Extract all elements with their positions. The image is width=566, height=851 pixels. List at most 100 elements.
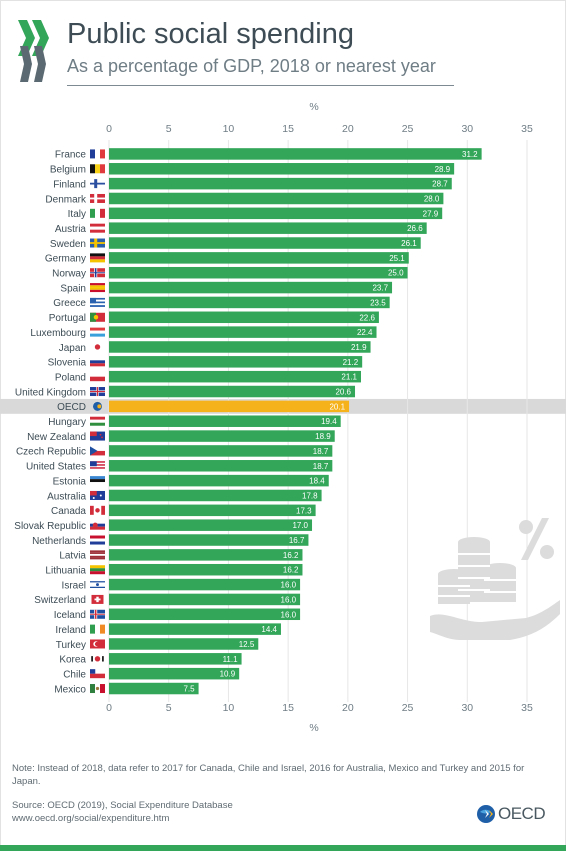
belgium-flag-icon (90, 164, 105, 174)
poland-flag-icon (90, 372, 105, 382)
category-label: Israel (62, 580, 86, 591)
x-tick-label-top: 25 (402, 123, 414, 135)
bar-value-label: 17.0 (292, 521, 308, 530)
footnote: Note: Instead of 2018, data refer to 201… (12, 763, 525, 787)
austria-flag-icon (90, 223, 105, 233)
bar-value-label: 28.7 (432, 180, 448, 189)
x-tick-label-top: 30 (461, 123, 473, 135)
bar (109, 222, 427, 234)
category-label: Iceland (54, 610, 86, 621)
spain-flag-icon (90, 283, 105, 293)
bar (109, 534, 309, 546)
france-flag-icon (90, 149, 105, 159)
bar (109, 445, 333, 457)
x-tick-label-top: 0 (106, 123, 112, 135)
bar-value-label: 16.0 (281, 610, 297, 619)
bar-value-label: 27.9 (423, 209, 439, 218)
bar (109, 207, 443, 220)
category-label: Portugal (49, 313, 86, 324)
oecd-logo-text: OECD (498, 804, 546, 823)
category-label: France (55, 150, 87, 161)
bar-value-label: 21.9 (351, 343, 367, 352)
bar (109, 593, 301, 606)
bar (109, 430, 335, 442)
bar (109, 311, 379, 324)
x-tick-label-top: 35 (521, 123, 533, 135)
bar-value-label: 26.1 (401, 239, 417, 248)
bar (109, 356, 363, 368)
bar-value-label: 18.4 (309, 477, 325, 486)
category-label: Norway (52, 269, 86, 280)
new-zealand-flag-icon (90, 431, 105, 441)
greece-flag-icon (90, 297, 105, 307)
oecd-globe-logo-icon (477, 805, 495, 823)
source-link[interactable]: www.oecd.org/social/expenditure.htm (12, 812, 170, 824)
category-label: Japan (59, 343, 86, 354)
bar-value-label: 17.3 (296, 506, 312, 515)
x-tick-label-bottom: 10 (223, 702, 235, 714)
bar (109, 474, 329, 487)
page-title: Public social spending (67, 18, 354, 50)
mexico-flag-icon (90, 684, 105, 694)
switzerland-flag-icon (91, 594, 104, 604)
israel-flag-icon (90, 580, 105, 590)
bar (109, 341, 371, 353)
category-label: Germany (45, 254, 86, 265)
bar (109, 252, 409, 264)
chile-flag-icon (90, 669, 105, 679)
category-label: Lithuania (45, 566, 86, 577)
bar-value-label: 16.2 (283, 551, 299, 560)
category-label: Italy (68, 209, 86, 220)
bar (109, 370, 361, 383)
category-label: United Kingdom (15, 387, 86, 398)
bar (109, 638, 259, 650)
bar-value-label: 16.0 (281, 595, 297, 604)
bar-value-label: 19.4 (321, 417, 337, 426)
italy-flag-icon (90, 208, 105, 218)
bar-value-label: 22.4 (357, 328, 373, 337)
category-label: Slovak Republic (14, 521, 86, 532)
category-label: New Zealand (27, 432, 86, 443)
bar (109, 460, 333, 472)
luxembourg-flag-icon (90, 327, 105, 337)
bar (109, 415, 341, 427)
category-label: Switzerland (34, 595, 86, 606)
ireland-flag-icon (90, 624, 105, 634)
x-tick-label-bottom: 30 (461, 702, 473, 714)
estonia-flag-icon (90, 476, 105, 486)
bar-value-label: 25.1 (389, 254, 405, 263)
category-label: Chile (63, 669, 86, 680)
bar (109, 148, 482, 160)
bar-value-label: 14.4 (261, 625, 277, 634)
bar (109, 549, 303, 561)
category-label: Latvia (59, 551, 86, 562)
x-tick-label-bottom: 15 (282, 702, 294, 714)
germany-flag-icon (90, 253, 105, 263)
source-block: Source: OECD (2019), Social Expenditure … (12, 800, 233, 825)
bar-value-label: 16.2 (283, 566, 299, 575)
x-tick-label-bottom: 35 (521, 702, 533, 714)
bar (109, 653, 242, 665)
category-label: Netherlands (32, 536, 86, 547)
netherlands-flag-icon (90, 535, 105, 545)
bar-value-label: 16.7 (289, 536, 305, 545)
lithuania-flag-icon (90, 565, 105, 575)
bar (109, 578, 301, 591)
bar (109, 489, 322, 502)
bar-value-label: 31.2 (462, 150, 478, 159)
x-tick-label-bottom: 20 (342, 702, 354, 714)
bar-value-label: 21.2 (343, 358, 359, 367)
category-label: Austria (55, 224, 87, 235)
bar (109, 667, 240, 680)
bar-value-label: 7.5 (183, 685, 195, 694)
hungary-flag-icon (90, 416, 105, 426)
united-kingdom-flag-icon (90, 387, 105, 397)
sweden-flag-icon (90, 238, 105, 248)
bar-value-label: 16.0 (281, 581, 297, 590)
category-label: Estonia (53, 476, 87, 487)
category-label: Hungary (48, 417, 86, 428)
norway-flag-icon (90, 268, 105, 278)
category-label: United States (26, 462, 86, 473)
footer-accent-bar (0, 845, 566, 851)
bar-chart: 0 0 5 5 10 10 15 15 20 20 25 25 30 30 35 35%% 31.2 France… (0, 101, 566, 734)
